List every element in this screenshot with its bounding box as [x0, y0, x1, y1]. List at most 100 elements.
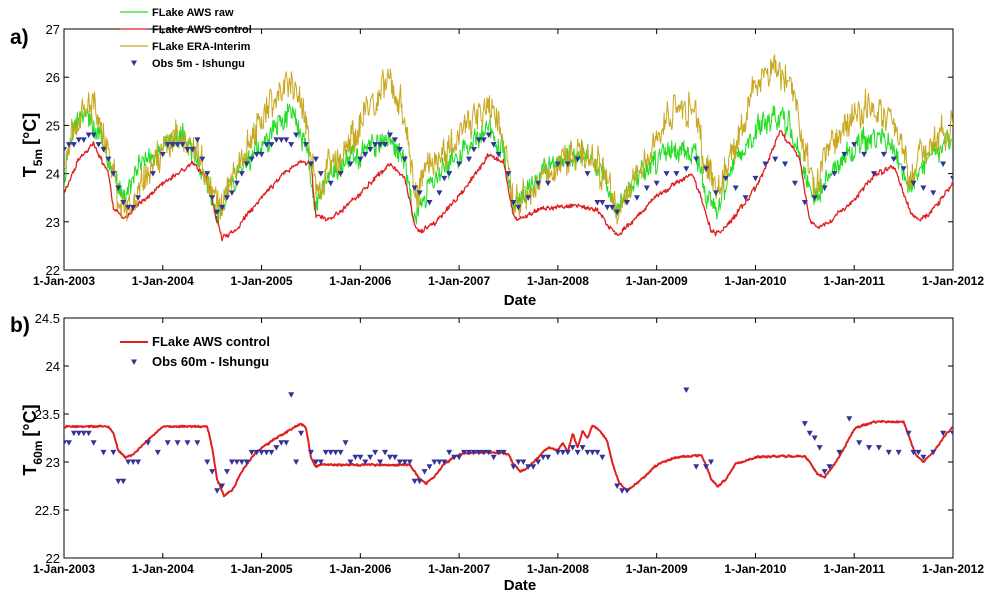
obs-point	[559, 449, 566, 456]
obs-point	[253, 151, 260, 158]
panel-b-plot: 22 22.5 23 23.5 24 24.5 1-Jan-2003 1-Jan-2004 1-…	[33, 311, 984, 576]
obs-point	[204, 459, 211, 465]
legend-label: FLake AWS control	[152, 24, 252, 36]
obs-point	[64, 440, 67, 446]
obs-point	[327, 180, 334, 187]
obs-point	[465, 449, 472, 456]
obs-point	[515, 204, 522, 211]
obs-point	[312, 156, 319, 163]
obs-point	[75, 430, 82, 437]
obs-point	[441, 175, 448, 182]
obs-point	[391, 454, 398, 461]
obs-point	[426, 464, 433, 470]
obs-point	[520, 459, 527, 465]
xtick-label: 1-Jan-2006	[329, 562, 391, 576]
series-line-flake-aws-control	[64, 419, 953, 498]
obs-point	[594, 200, 601, 206]
obs-point	[125, 459, 132, 465]
panel-a-ylabel-sub: 5m	[31, 149, 45, 166]
obs-point	[243, 459, 250, 465]
obs-point	[293, 132, 300, 139]
xtick-label: 1-Jan-2008	[527, 562, 589, 576]
obs-point	[75, 137, 82, 143]
obs-point	[273, 445, 280, 451]
obs-point	[446, 171, 453, 177]
obs-point	[535, 459, 542, 465]
obs-point	[135, 195, 142, 201]
obs-point	[535, 180, 542, 187]
panel-a-label: a)	[10, 26, 29, 49]
obs-point	[890, 156, 897, 163]
obs-point	[930, 190, 937, 196]
legend: FLake AWS control Obs 60m - Ishungu	[120, 334, 270, 369]
obs-point	[233, 180, 240, 187]
obs-point	[707, 459, 714, 465]
obs-point	[643, 185, 650, 192]
legend-swatch	[131, 60, 137, 66]
obs-point	[179, 142, 186, 148]
obs-point	[579, 445, 586, 451]
obs-point	[490, 142, 497, 148]
obs-point	[475, 137, 482, 143]
obs-point	[866, 445, 873, 451]
obs-point	[895, 449, 902, 456]
obs-point	[732, 185, 739, 192]
obs-point	[80, 137, 87, 143]
obs-point	[243, 161, 250, 167]
obs-point	[574, 156, 581, 163]
obs-point	[683, 387, 690, 393]
obs-point	[411, 185, 418, 192]
obs-point	[382, 449, 389, 456]
obs-point	[352, 454, 359, 461]
panel-a-xlabel: Date	[504, 292, 537, 309]
obs-point	[500, 449, 507, 456]
obs-point	[396, 459, 403, 465]
obs-point	[940, 161, 947, 167]
legend-label: FLake ERA-Interim	[152, 41, 251, 53]
obs-point	[722, 175, 729, 182]
obs-point	[950, 430, 953, 437]
obs-point	[149, 171, 156, 177]
obs-point	[401, 459, 408, 465]
obs-point	[169, 142, 176, 148]
obs-point	[416, 190, 423, 196]
obs-point	[554, 449, 561, 456]
obs-point	[278, 137, 285, 143]
obs-point	[214, 488, 221, 494]
obs-point	[920, 185, 927, 192]
obs-point	[288, 392, 295, 398]
obs-point	[703, 166, 710, 172]
ytick-label: 22.5	[35, 503, 60, 518]
obs-point	[283, 137, 290, 143]
obs-point	[441, 459, 448, 465]
obs-point	[791, 180, 798, 187]
obs-point	[416, 478, 423, 485]
obs-point	[238, 459, 245, 465]
obs-point	[396, 147, 403, 153]
xtick-label: 1-Jan-2012	[922, 274, 984, 288]
xtick-label: 1-Jan-2005	[231, 562, 293, 576]
obs-point	[752, 175, 759, 182]
plot-frame	[63, 28, 954, 271]
obs-point	[228, 459, 235, 465]
obs-point	[599, 454, 606, 461]
obs-point	[915, 449, 922, 456]
obs-point	[619, 488, 626, 494]
obs-point	[174, 142, 181, 148]
obs-point	[219, 204, 226, 211]
obs-point	[367, 454, 374, 461]
obs-point	[204, 171, 211, 177]
obs-point	[510, 464, 517, 470]
obs-point	[184, 440, 191, 446]
obs-point	[451, 454, 458, 461]
obs-point	[130, 459, 137, 465]
obs-point	[811, 195, 818, 201]
obs-point	[470, 147, 477, 153]
obs-point	[663, 171, 670, 177]
obs-point	[214, 209, 221, 216]
obs-point	[307, 161, 314, 167]
obs-point	[322, 449, 329, 456]
ytick-label: 23	[46, 455, 60, 470]
